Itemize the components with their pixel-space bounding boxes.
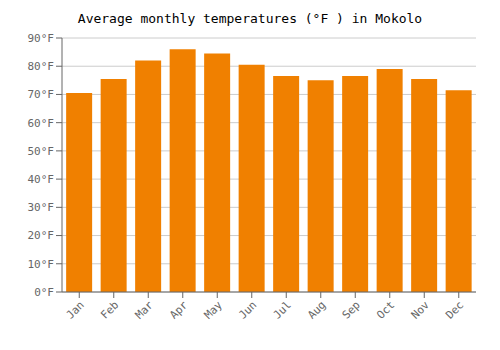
svg-text:Aug: Aug xyxy=(305,298,328,321)
svg-text:Dec: Dec xyxy=(443,298,466,321)
svg-text:90°F: 90°F xyxy=(28,32,55,45)
svg-text:Nov: Nov xyxy=(409,298,433,322)
svg-text:May: May xyxy=(202,298,226,322)
svg-text:Oct: Oct xyxy=(374,298,397,321)
svg-text:Jul: Jul xyxy=(271,298,294,321)
svg-text:80°F: 80°F xyxy=(28,60,55,73)
svg-text:30°F: 30°F xyxy=(28,201,55,214)
svg-text:60°F: 60°F xyxy=(28,117,55,130)
svg-text:Sep: Sep xyxy=(340,298,363,321)
svg-text:50°F: 50°F xyxy=(28,145,55,158)
svg-text:Jan: Jan xyxy=(64,298,87,321)
svg-text:20°F: 20°F xyxy=(28,229,55,242)
svg-text:Mar: Mar xyxy=(133,298,157,322)
svg-text:10°F: 10°F xyxy=(28,258,55,271)
html-text:Average monthly temperatures (: Average monthly temperatures (°F ) in Mo… xyxy=(77,11,423,26)
svg-text:70°F: 70°F xyxy=(28,88,55,101)
svg-text:Jun: Jun xyxy=(236,298,259,321)
svg-text:40°F: 40°F xyxy=(28,173,55,186)
svg-text:Feb: Feb xyxy=(98,298,121,321)
svg-text:Apr: Apr xyxy=(167,298,191,322)
svg-text:0°F: 0°F xyxy=(34,286,54,299)
